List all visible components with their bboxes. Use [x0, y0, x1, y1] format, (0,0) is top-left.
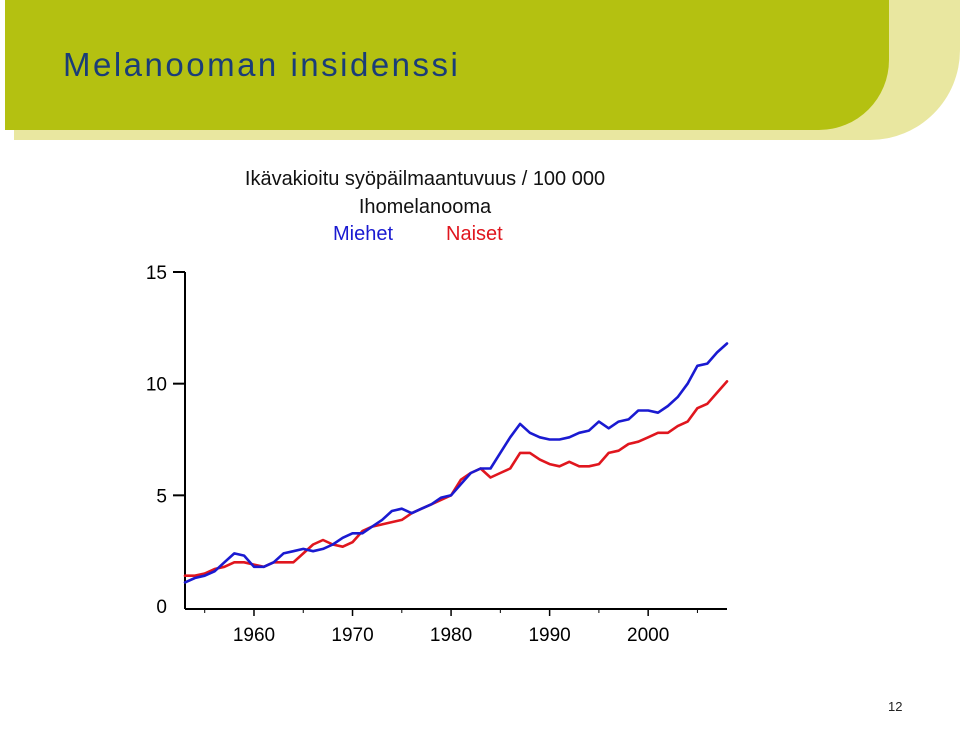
header-bar — [5, 0, 889, 130]
y-tick-label: 10 — [146, 375, 167, 396]
x-tick-label: 1980 — [430, 625, 472, 646]
page-number: 12 — [888, 699, 903, 714]
x-tick-label: 2000 — [627, 625, 669, 646]
chart-subtitle: Ihomelanooma — [358, 196, 492, 218]
legend-entry-women: Naiset — [446, 223, 503, 245]
y-tick-label: 5 — [156, 486, 167, 507]
page-title: Melanooman insidenssi — [63, 46, 461, 83]
x-tick-label: 1970 — [331, 625, 373, 646]
chart-legend: Miehet Naiset — [0, 223, 960, 249]
chart-title: Ikävakioitu syöpäilmaantuvuus / 100 000 — [244, 168, 606, 190]
legend-entry-men: Miehet — [333, 223, 394, 245]
y-tick-label: 0 — [156, 597, 167, 618]
series-line-men — [183, 342, 729, 584]
y-tick-label: 15 — [146, 263, 167, 284]
x-tick-label: 1960 — [233, 625, 275, 646]
x-tick-label: 1990 — [528, 625, 570, 646]
